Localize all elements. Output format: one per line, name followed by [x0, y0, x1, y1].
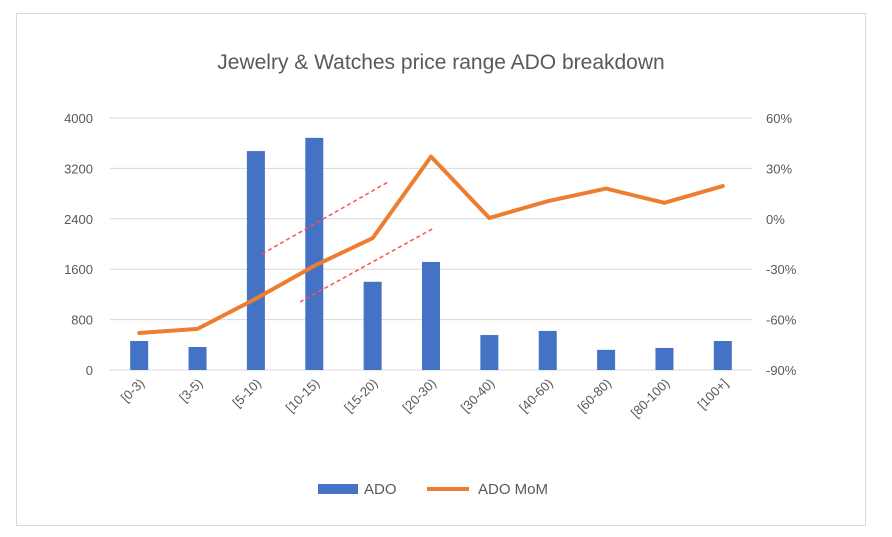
chart-title: Jewelry & Watches price range ADO breakd… — [217, 51, 664, 74]
legend-label-ado: ADO — [364, 481, 397, 498]
x-axis-tick-label: [0-3) — [118, 376, 148, 406]
dashed-trend-line-lower — [299, 227, 435, 303]
x-axis-tick-label: [5-10) — [229, 376, 264, 411]
bar-[3-5) — [188, 347, 207, 370]
left-axis-tick-label: 800 — [71, 313, 93, 328]
right-axis-tick-label: -30% — [766, 262, 797, 277]
dashed-trend-line-upper — [261, 181, 389, 255]
x-axis-tick-label: [15-20) — [341, 376, 381, 416]
right-axis-tick-label: 30% — [766, 161, 792, 176]
right-axis-tick-label: -60% — [766, 313, 797, 328]
legend-label-ado-mom: ADO MoM — [478, 481, 548, 498]
bar-[15-20) — [363, 281, 382, 370]
bar-[30-40) — [480, 335, 499, 370]
left-axis-tick-label: 1600 — [64, 262, 93, 277]
x-axis-tick-label: [40-60) — [516, 376, 556, 416]
left-axis-tick-label: 4000 — [64, 111, 93, 126]
bar-[0-3) — [130, 341, 149, 370]
x-axis-tick-label: [80-100) — [628, 376, 673, 421]
bar-[60-80) — [597, 349, 616, 370]
legend-swatch-ado — [318, 484, 358, 494]
x-axis-tick-label: [60-80) — [574, 376, 614, 416]
x-axis-tick-label: [10-15) — [283, 376, 323, 416]
left-axis-tick-label: 2400 — [64, 212, 93, 227]
left-axis-tick-label: 3200 — [64, 161, 93, 176]
right-axis-tick-label: 0% — [766, 212, 785, 227]
x-axis-tick-label: [30-40) — [458, 376, 498, 416]
bar-[80-100) — [655, 347, 674, 370]
trend-annotation — [261, 181, 435, 303]
right-axis-tick-label: 60% — [766, 111, 792, 126]
bar-[10-15) — [305, 137, 324, 370]
bar-[20-30) — [422, 261, 440, 370]
x-axis-tick-label: [20-30) — [399, 376, 439, 416]
x-axis-tick-label: [100+] — [695, 376, 731, 412]
right-axis-tick-label: -90% — [766, 363, 797, 378]
x-axis-tick-label: [3-5) — [176, 376, 206, 406]
legend: ADO ADO MoM — [318, 481, 548, 498]
left-axis-tick-label: 0 — [86, 363, 93, 378]
bar-[40-60) — [538, 330, 557, 370]
bar-[100+] — [713, 341, 732, 370]
bar-[5-10) — [246, 151, 265, 370]
